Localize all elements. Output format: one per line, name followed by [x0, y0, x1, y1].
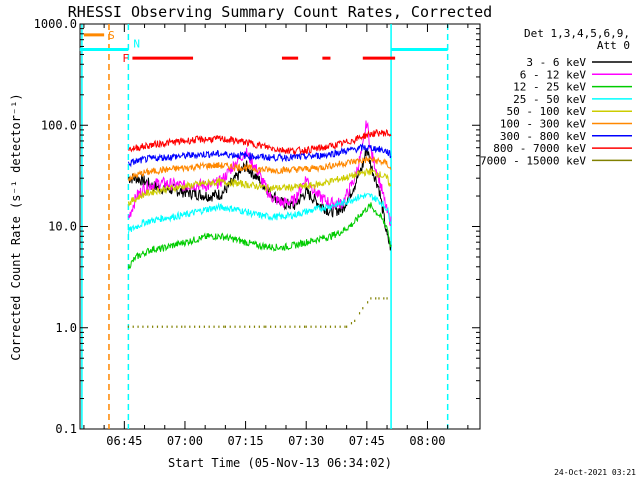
flag-bars: S NF	[79, 29, 448, 65]
legend-label-1: 3 - 6 keV	[526, 56, 586, 69]
x-tick-label: 07:00	[167, 434, 203, 448]
x-tick-label: 07:15	[228, 434, 264, 448]
flag-s-label: S	[108, 29, 115, 42]
y-axis-label: Corrected Count Rate (s⁻¹ detector⁻¹)	[9, 93, 23, 360]
x-tick-label: 07:30	[288, 434, 324, 448]
series-line-4	[127, 192, 392, 234]
legend-label-8: 800 - 7000 keV	[493, 142, 586, 155]
y-tick-label: 1000.0	[34, 17, 77, 31]
series-line-5	[127, 167, 392, 207]
x-axis-ticks: 06:45 07:00 07:15 07:30 07:45 08:00	[83, 24, 469, 448]
legend-label-9: 7000 - 15000 keV	[480, 154, 586, 167]
y-tick-label: 1.0	[55, 321, 77, 335]
series-line-3	[127, 202, 392, 269]
chart-title: RHESSI Observing Summary Count Rates, Co…	[68, 3, 492, 21]
y-tick-label: 100.0	[41, 118, 77, 132]
series-lines	[127, 120, 392, 328]
legend-label-5: 50 - 100 keV	[507, 105, 587, 118]
generation-date: 24-Oct-2021 03:21	[554, 468, 636, 477]
flag-n-label: N	[133, 37, 140, 50]
y-tick-label: 10.0	[48, 220, 77, 234]
y-tick-label: 0.1	[55, 422, 77, 436]
legend-header-line1: Det 1,3,4,5,6,9,	[524, 27, 630, 40]
y-axis-ticks: 0.1 1.0 10.0 100.0 1000.0	[34, 17, 480, 436]
x-tick-label: 06:45	[106, 434, 142, 448]
legend-header-line2: Att 0	[597, 39, 630, 52]
flag-f-label: F	[122, 52, 129, 65]
series-line-6	[127, 155, 392, 182]
legend-label-6: 100 - 300 keV	[500, 118, 586, 131]
series-line-7	[127, 143, 392, 168]
legend-label-4: 25 - 50 keV	[513, 93, 586, 106]
legend-label-7: 300 - 800 keV	[500, 130, 586, 143]
series-line-8	[128, 128, 392, 156]
x-tick-label: 07:45	[349, 434, 385, 448]
x-tick-label: 08:00	[409, 434, 445, 448]
x-axis-label: Start Time (05-Nov-13 06:34:02)	[168, 456, 392, 470]
legend-label-2: 6 - 12 keV	[520, 68, 587, 81]
legend-label-3: 12 - 25 keV	[513, 81, 586, 94]
